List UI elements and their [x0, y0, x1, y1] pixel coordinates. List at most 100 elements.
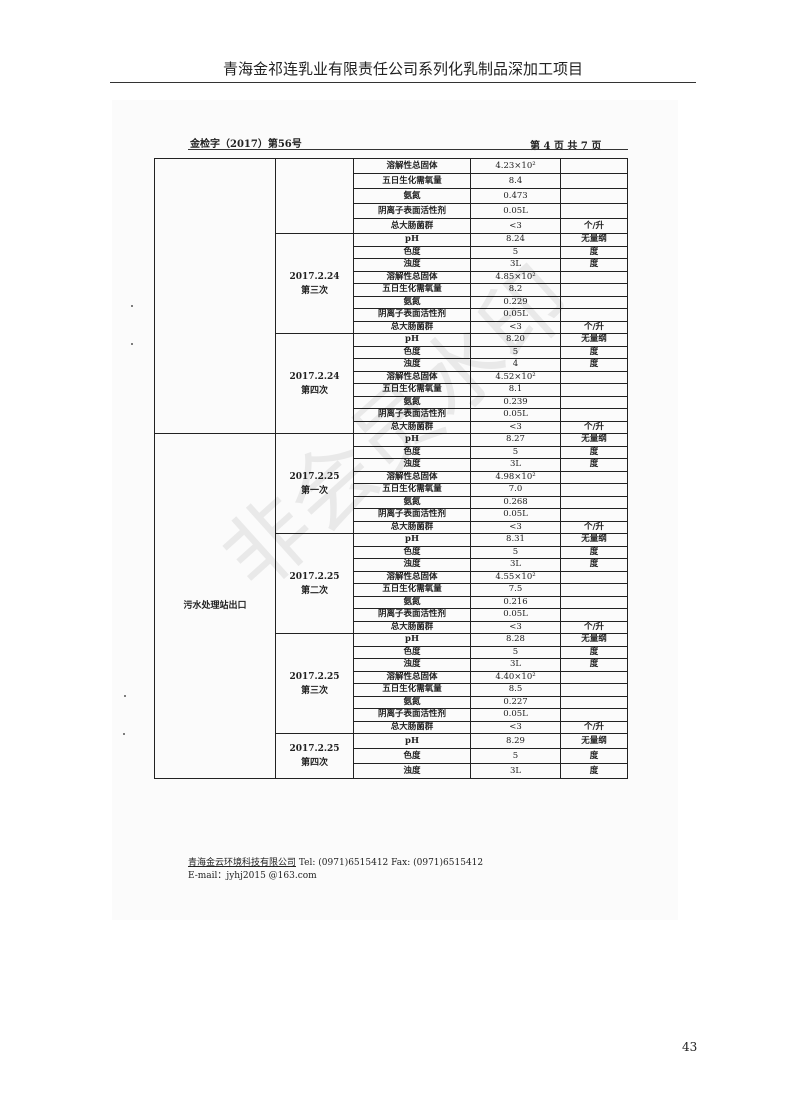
measured-value: 8.5	[470, 683, 561, 697]
measured-value: 3L	[470, 458, 561, 472]
measured-value: 8.27	[470, 433, 561, 447]
page-info: 第 4 页 共 7 页	[530, 141, 602, 152]
unit	[560, 408, 628, 422]
parameter-name: 总大肠菌群	[353, 620, 471, 634]
parameter-name: 阴离子表面活性剂	[353, 308, 471, 322]
parameter-name: 浊度	[353, 763, 471, 779]
parameter-name: 溶解性总固体	[353, 270, 471, 284]
table-row: 溶解性总固体 4.23×10²	[154, 158, 628, 434]
measured-value: 4.23×10²	[470, 158, 561, 174]
scan-dot	[124, 695, 126, 697]
unit: 度	[560, 748, 628, 764]
unit	[560, 695, 628, 709]
measured-value: 0.05L	[470, 308, 561, 322]
footer-company: 青海金云环境科技有限公司	[188, 858, 297, 868]
measured-value: 5	[470, 645, 561, 659]
parameter-name: 溶解性总固体	[353, 670, 471, 684]
sampling-date-batch: 2017.2.24 第四次	[275, 333, 354, 434]
measured-value: 0.268	[470, 495, 561, 509]
table-row: 五日生化需氧量 8.4	[155, 173, 628, 189]
table-row: 2017.2.25 第三次 pH 8.28 无量纲	[155, 633, 628, 734]
unit	[560, 495, 628, 509]
sampling-batch: 第四次	[300, 385, 328, 396]
table-row: 总大肠菌群 <3 个/升	[155, 720, 628, 734]
table-row: 总大肠菌群 <3 个/升	[155, 420, 628, 434]
unit	[560, 188, 628, 204]
parameter-name: pH	[353, 733, 471, 749]
measured-value: 8.31	[470, 533, 561, 547]
measured-value: 4.52×10²	[470, 370, 561, 384]
unit	[560, 173, 628, 189]
parameter-name: 色度	[353, 645, 471, 659]
parameter-name: pH	[353, 633, 471, 647]
table-row: 阴离子表面活性剂 0.05L	[155, 708, 628, 722]
unit: 度	[560, 358, 628, 372]
measured-value: <3	[470, 420, 561, 434]
sampling-location: 污水处理站出口	[154, 433, 276, 779]
sampling-date: 2017.2.25	[289, 744, 340, 754]
parameter-name: 溶解性总固体	[353, 158, 471, 174]
document-header: 青海金祁连乳业有限责任公司系列化乳制品深加工项目	[110, 58, 696, 83]
unit: 无量纲	[560, 433, 628, 447]
table-row: 色度 5 度	[155, 645, 628, 659]
measured-value: 3L	[470, 258, 561, 272]
unit	[560, 383, 628, 397]
unit: 个/升	[560, 320, 628, 334]
parameter-name: 色度	[353, 445, 471, 459]
table-row: 五日生化需氧量 8.1	[155, 383, 628, 397]
unit: 度	[560, 258, 628, 272]
parameter-name: 溶解性总固体	[353, 370, 471, 384]
parameter-name: 色度	[353, 245, 471, 259]
unit	[560, 595, 628, 609]
measured-value: 8.28	[470, 633, 561, 647]
unit: 度	[560, 345, 628, 359]
scan-dot	[123, 733, 125, 735]
unit	[560, 308, 628, 322]
report-reference: 金检字（2017）第56号	[190, 139, 302, 150]
parameter-name: 浊度	[353, 558, 471, 572]
sampling-date-batch: 2017.2.25 第二次	[275, 533, 354, 634]
unit	[560, 670, 628, 684]
parameter-name: 五日生化需氧量	[353, 683, 471, 697]
measured-value: 0.473	[470, 188, 561, 204]
sampling-date-batch: 2017.2.24 第三次	[275, 233, 354, 334]
measured-value: 0.05L	[470, 203, 561, 219]
unit	[560, 203, 628, 219]
measured-value: 4.55×10²	[470, 570, 561, 584]
sampling-date: 2017.2.25	[289, 471, 340, 482]
parameter-name: 总大肠菌群	[353, 218, 471, 234]
measured-value: <3	[470, 620, 561, 634]
table-row: 污水处理站出口 2017.2.25 第一次 pH 8.27 无量纲	[154, 433, 628, 779]
measured-value: <3	[470, 218, 561, 234]
unit: 无量纲	[560, 533, 628, 547]
parameter-name: 色度	[353, 545, 471, 559]
measured-value: 8.1	[470, 383, 561, 397]
unit	[560, 570, 628, 584]
scan-dot	[131, 305, 133, 307]
measured-value: 4.40×10²	[470, 670, 561, 684]
table-row: 溶解性总固体 4.85×10²	[155, 270, 628, 284]
unit	[560, 283, 628, 297]
table-row: 色度 5 度	[155, 445, 628, 459]
unit: 度	[560, 445, 628, 459]
parameter-name: 阴离子表面活性剂	[353, 508, 471, 522]
unit	[560, 683, 628, 697]
parameter-name: 浊度	[353, 658, 471, 672]
unit	[560, 395, 628, 409]
sampling-date-batch: 2017.2.25 第四次	[275, 733, 354, 779]
sampling-date-batch: 2017.2.25 第三次	[275, 633, 354, 734]
measured-value: 4	[470, 358, 561, 372]
parameter-name: 五日生化需氧量	[353, 583, 471, 597]
table-row: 浊度 3L 度	[155, 558, 628, 572]
measured-value: 5	[470, 748, 561, 764]
sampling-date-batch: 2017.2.25 第一次	[275, 433, 354, 534]
parameter-name: 五日生化需氧量	[353, 383, 471, 397]
parameter-name: 色度	[353, 748, 471, 764]
parameter-name: 总大肠菌群	[353, 420, 471, 434]
unit: 度	[560, 558, 628, 572]
measured-value: 8.20	[470, 333, 561, 347]
measured-value: 5	[470, 545, 561, 559]
parameter-name: 浊度	[353, 258, 471, 272]
parameter-name: 溶解性总固体	[353, 570, 471, 584]
